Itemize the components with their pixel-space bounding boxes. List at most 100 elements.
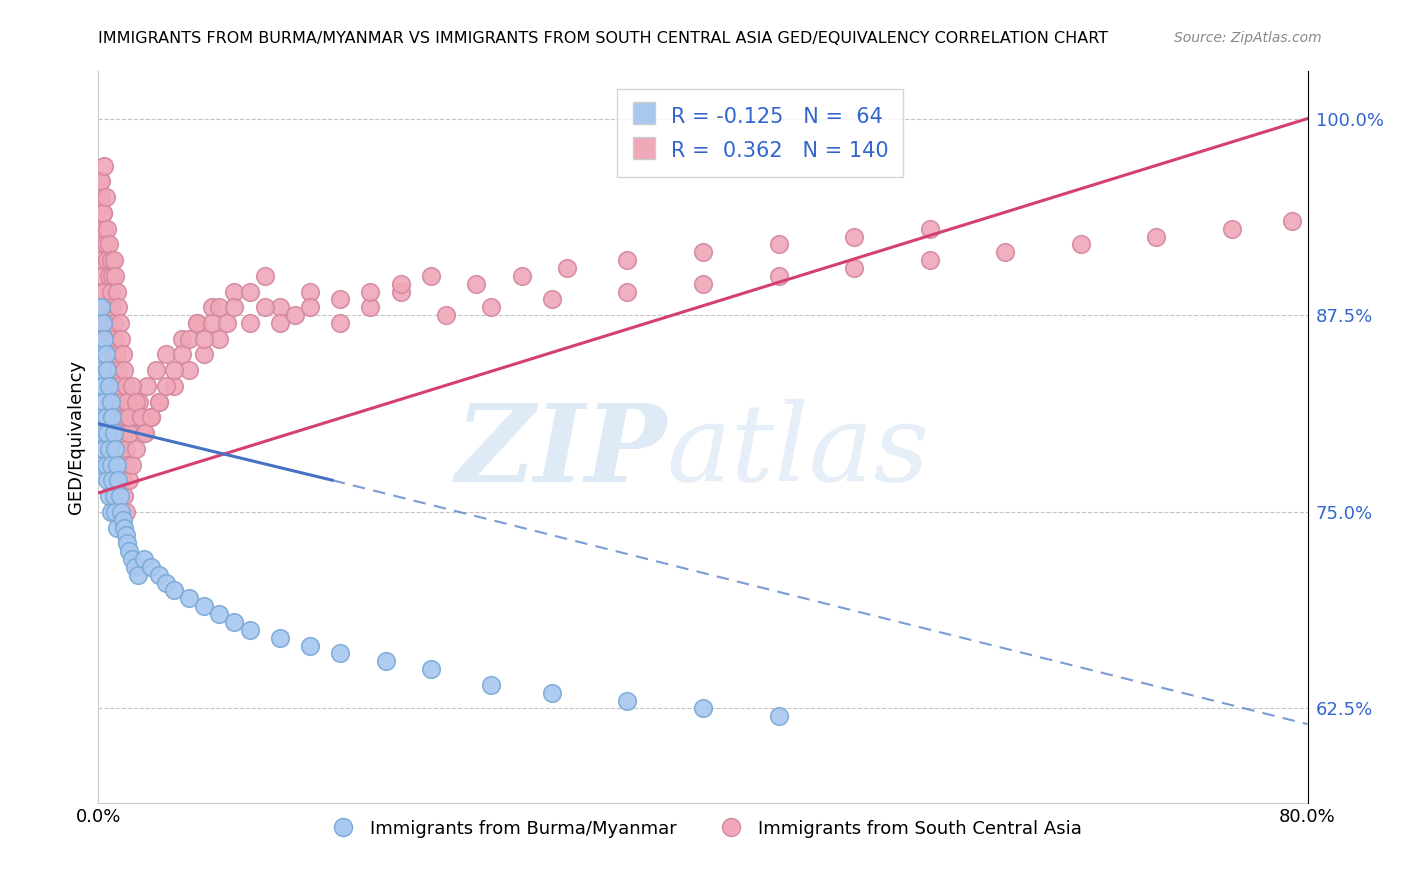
Point (128, 394, 150, 409)
Point (115, 536, 138, 550)
Point (918, 253, 941, 268)
Point (105, 458, 128, 472)
Point (91, 268, 114, 283)
Point (1220, 221, 1243, 235)
Point (96, 363, 118, 377)
Point (121, 379, 143, 393)
Point (155, 347, 177, 361)
Point (91, 379, 114, 393)
Point (100, 458, 122, 472)
Point (90, 363, 112, 377)
Point (768, 709, 790, 723)
Y-axis label: GED/Equivalency: GED/Equivalency (66, 360, 84, 514)
Point (1281, 214, 1303, 228)
Point (141, 559, 163, 574)
Point (104, 394, 127, 409)
Point (91, 316, 114, 330)
Point (135, 379, 157, 393)
Point (132, 426, 155, 441)
Point (434, 308, 457, 322)
Point (155, 379, 177, 393)
Point (110, 505, 132, 519)
Point (253, 268, 276, 283)
Point (616, 285, 638, 299)
Point (91, 206, 114, 220)
Point (100, 347, 122, 361)
Point (360, 285, 382, 299)
Point (94, 363, 117, 377)
Point (253, 301, 276, 315)
Point (215, 316, 238, 330)
Point (111, 473, 134, 487)
Point (163, 363, 186, 377)
Point (692, 277, 714, 291)
Point (94, 237, 117, 252)
Point (110, 458, 132, 472)
Point (125, 442, 148, 456)
Point (844, 260, 866, 275)
Point (101, 301, 124, 315)
Point (98, 332, 121, 346)
Point (94, 458, 117, 472)
Point (96, 426, 118, 441)
Point (98, 442, 121, 456)
Point (389, 277, 412, 291)
Point (115, 458, 138, 472)
Point (94, 190, 117, 204)
Point (510, 268, 533, 283)
Point (103, 316, 125, 330)
Point (141, 410, 163, 425)
Point (121, 552, 143, 566)
Point (269, 631, 291, 645)
Point (994, 245, 1017, 260)
Point (91, 332, 114, 346)
Point (101, 473, 124, 487)
Point (616, 693, 638, 707)
Point (98, 394, 121, 409)
Point (93, 332, 115, 346)
Point (107, 363, 129, 377)
Point (105, 410, 128, 425)
Point (98, 379, 121, 393)
Point (692, 701, 714, 715)
Point (115, 410, 138, 425)
Point (104, 268, 127, 283)
Point (100, 505, 122, 519)
Point (94, 347, 117, 361)
Point (100, 394, 122, 409)
Point (91, 206, 114, 220)
Point (186, 316, 208, 330)
Point (224, 301, 246, 315)
Point (108, 489, 131, 503)
Point (93, 159, 115, 173)
Point (768, 268, 790, 283)
Point (145, 363, 167, 377)
Point (329, 293, 352, 307)
Point (163, 379, 186, 393)
Point (179, 363, 201, 377)
Point (132, 552, 155, 566)
Point (125, 394, 148, 409)
Point (103, 426, 125, 441)
Point (101, 410, 124, 425)
Point (239, 285, 262, 299)
Point (121, 394, 143, 409)
Point (89, 379, 111, 393)
Point (107, 473, 129, 487)
Point (420, 268, 443, 283)
Point (124, 559, 146, 574)
Point (96, 473, 118, 487)
Text: IMMIGRANTS FROM BURMA/MYANMAR VS IMMIGRANTS FROM SOUTH CENTRAL ASIA GED/EQUIVALE: IMMIGRANTS FROM BURMA/MYANMAR VS IMMIGRA… (98, 31, 1108, 46)
Point (108, 316, 131, 330)
Point (127, 567, 149, 582)
Point (193, 347, 215, 361)
Point (148, 567, 170, 582)
Point (96, 316, 118, 330)
Point (90, 253, 112, 268)
Point (299, 285, 322, 299)
Point (108, 379, 131, 393)
Point (91, 426, 114, 441)
Point (105, 285, 128, 299)
Point (112, 520, 135, 534)
Point (224, 285, 246, 299)
